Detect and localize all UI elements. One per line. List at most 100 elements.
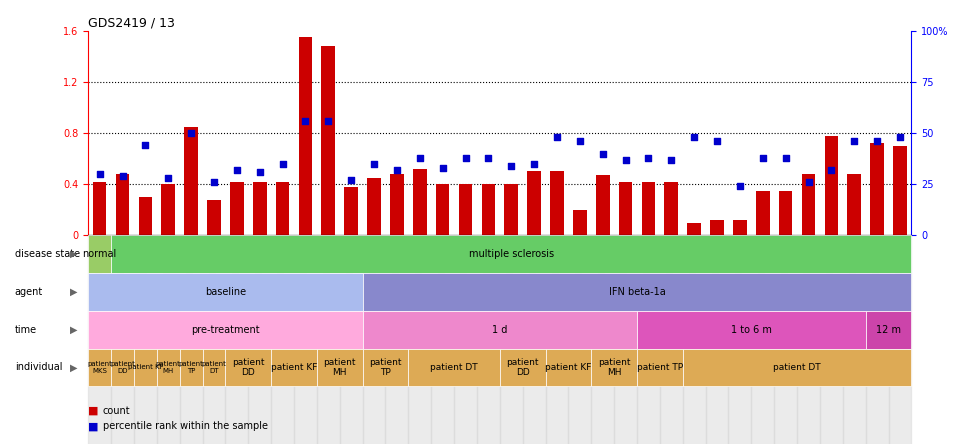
Bar bbox=[413, 169, 426, 235]
Point bbox=[686, 134, 702, 141]
Bar bbox=[637, 235, 660, 444]
Bar bbox=[848, 174, 861, 235]
Text: ▶: ▶ bbox=[70, 325, 77, 335]
Bar bbox=[321, 46, 335, 235]
Point bbox=[732, 183, 748, 190]
Text: multiple sclerosis: multiple sclerosis bbox=[468, 249, 554, 259]
Bar bbox=[299, 37, 313, 235]
Bar bbox=[865, 235, 889, 444]
Text: patient KF: patient KF bbox=[270, 363, 318, 372]
Text: patient KF: patient KF bbox=[545, 363, 592, 372]
Bar bbox=[294, 235, 317, 444]
Bar bbox=[820, 235, 843, 444]
Bar bbox=[477, 235, 500, 444]
Text: 1 d: 1 d bbox=[492, 325, 508, 335]
Point bbox=[549, 134, 564, 141]
Text: patient
MH: patient MH bbox=[598, 358, 630, 377]
Text: IFN beta-1a: IFN beta-1a bbox=[609, 287, 665, 297]
Bar bbox=[409, 235, 431, 444]
Point bbox=[206, 178, 221, 186]
Text: patient
DT: patient DT bbox=[202, 361, 226, 374]
Point bbox=[274, 160, 290, 167]
Bar bbox=[436, 184, 450, 235]
Point bbox=[869, 138, 885, 145]
Point bbox=[343, 177, 359, 184]
Bar bbox=[248, 235, 271, 444]
Point bbox=[710, 138, 725, 145]
Bar bbox=[527, 171, 541, 235]
Bar bbox=[618, 182, 632, 235]
Bar bbox=[642, 182, 656, 235]
Text: patient DT: patient DT bbox=[773, 363, 821, 372]
Point bbox=[480, 154, 496, 161]
Bar bbox=[774, 235, 797, 444]
Bar bbox=[660, 235, 683, 444]
Point bbox=[137, 142, 153, 149]
Point bbox=[641, 154, 657, 161]
Point bbox=[412, 154, 427, 161]
Bar bbox=[253, 182, 267, 235]
Bar bbox=[683, 235, 706, 444]
Bar bbox=[162, 184, 175, 235]
Bar bbox=[431, 235, 454, 444]
Point bbox=[801, 178, 816, 186]
Bar bbox=[500, 235, 522, 444]
Text: count: count bbox=[103, 406, 130, 416]
Bar bbox=[340, 235, 363, 444]
Bar bbox=[522, 235, 546, 444]
Point bbox=[755, 154, 770, 161]
Bar bbox=[573, 210, 587, 235]
Text: patient
TP: patient TP bbox=[369, 358, 402, 377]
Text: baseline: baseline bbox=[205, 287, 246, 297]
Bar bbox=[614, 235, 637, 444]
Point bbox=[617, 156, 633, 163]
Bar bbox=[179, 235, 203, 444]
Point bbox=[663, 156, 679, 163]
Bar bbox=[802, 174, 815, 235]
Bar bbox=[344, 187, 358, 235]
Bar bbox=[733, 220, 747, 235]
Point bbox=[847, 138, 862, 145]
Text: patient
DD: patient DD bbox=[507, 358, 539, 377]
Bar bbox=[225, 235, 248, 444]
Point bbox=[572, 138, 588, 145]
Bar bbox=[481, 184, 495, 235]
Text: 12 m: 12 m bbox=[876, 325, 901, 335]
Bar bbox=[893, 146, 907, 235]
Text: patient KF: patient KF bbox=[127, 365, 164, 370]
Text: ■: ■ bbox=[88, 421, 99, 431]
Point bbox=[115, 173, 130, 180]
Point bbox=[595, 150, 611, 157]
Text: percentile rank within the sample: percentile rank within the sample bbox=[103, 421, 268, 431]
Text: ▶: ▶ bbox=[70, 287, 77, 297]
Text: ▶: ▶ bbox=[70, 249, 77, 259]
Text: patient
DD: patient DD bbox=[232, 358, 265, 377]
Bar bbox=[706, 235, 728, 444]
Text: GDS2419 / 13: GDS2419 / 13 bbox=[88, 17, 175, 30]
Text: patient TP: patient TP bbox=[637, 363, 683, 372]
Bar bbox=[550, 171, 564, 235]
Text: patient
MH: patient MH bbox=[323, 358, 356, 377]
Point bbox=[367, 160, 382, 167]
Point bbox=[458, 154, 473, 161]
Point bbox=[526, 160, 542, 167]
Bar bbox=[385, 235, 409, 444]
Text: patient
TP: patient TP bbox=[178, 361, 204, 374]
Bar bbox=[889, 235, 911, 444]
Bar bbox=[390, 174, 404, 235]
Bar bbox=[843, 235, 865, 444]
Point bbox=[892, 134, 907, 141]
Bar bbox=[591, 235, 614, 444]
Bar bbox=[664, 182, 678, 235]
Bar bbox=[546, 235, 568, 444]
Text: individual: individual bbox=[15, 362, 62, 373]
Point bbox=[229, 166, 245, 174]
Bar bbox=[93, 182, 107, 235]
Point bbox=[298, 117, 314, 124]
Point bbox=[252, 168, 268, 175]
Text: disease state: disease state bbox=[15, 249, 79, 259]
Bar bbox=[756, 190, 769, 235]
Bar bbox=[203, 235, 225, 444]
Bar bbox=[728, 235, 752, 444]
Point bbox=[183, 130, 199, 137]
